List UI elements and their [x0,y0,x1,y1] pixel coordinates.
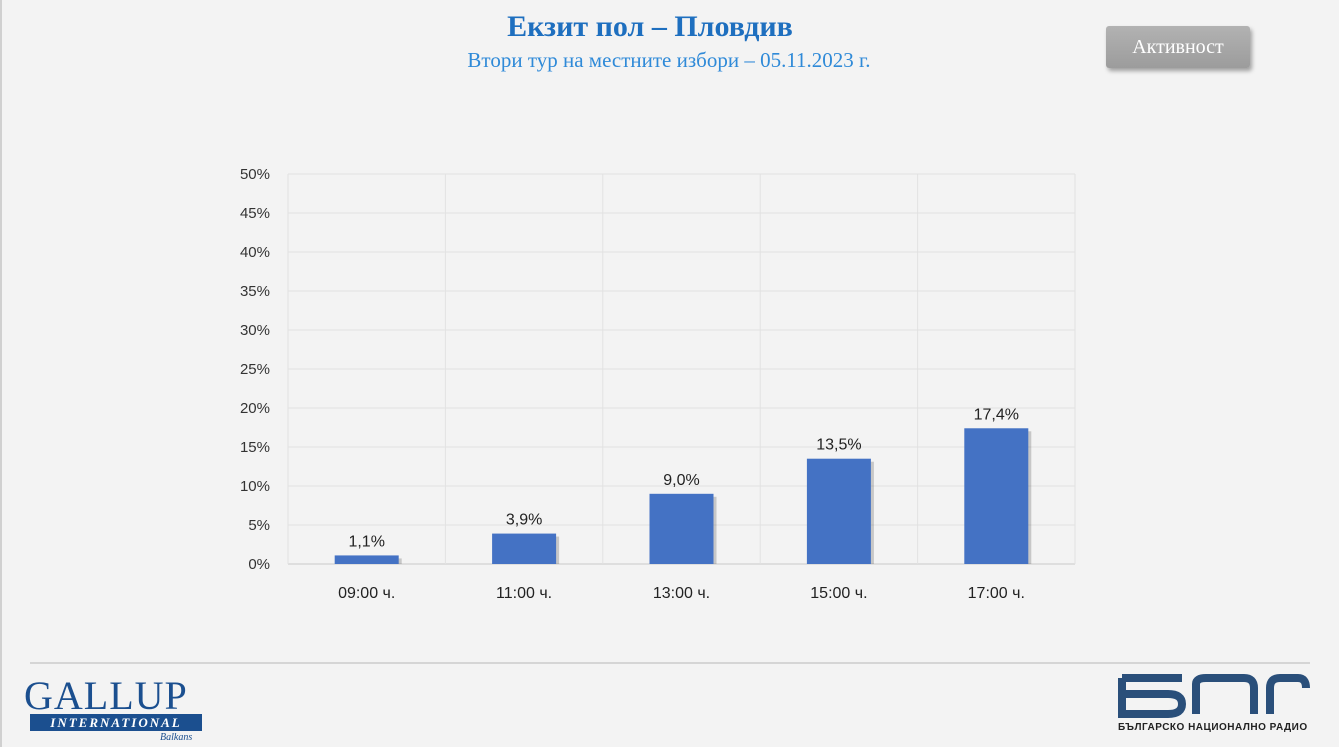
y-tick-label: 10% [240,478,270,495]
gallup-logo-international: INTERNATIONAL [30,714,202,731]
y-tick-label: 35% [240,283,270,300]
x-tick-label: 17:00 ч. [968,585,1025,602]
bar [806,458,871,564]
y-tick-label: 5% [248,517,270,534]
footer-divider [30,662,1310,664]
y-tick-label: 45% [240,205,270,222]
gallup-logo-name: GALLUP [24,673,188,718]
x-tick-label: 09:00 ч. [338,585,395,602]
bar [492,533,557,564]
x-tick-label: 11:00 ч. [496,585,552,602]
y-tick-label: 20% [240,400,270,417]
bar-value-label: 9,0% [663,472,699,489]
x-axis-ticks: 09:00 ч. 11:00 ч. 13:00 ч. 15:00 ч. 17:00 ч. [338,585,1025,602]
activity-button[interactable]: Активност [1106,26,1250,68]
y-tick-label: 0% [248,556,270,573]
bar-value-label: 3,9% [506,512,542,529]
x-tick-label: 13:00 ч. [653,585,710,602]
bar [964,428,1029,564]
bar [649,493,714,564]
bar-value-label: 1,1% [348,533,384,550]
page-title: Екзит пол – Пловдив [507,10,793,43]
x-tick-label: 15:00 ч. [810,585,867,602]
bnr-tagline: БЪЛГАРСКО НАЦИОНАЛНО РАДИО [1118,722,1308,733]
bar-value-label: 13,5% [816,437,861,454]
y-tick-label: 50% [240,166,270,183]
y-axis-ticks: 0% 5% 10% 15% 20% 25% 30% 35% 40% 45% 50% [240,166,270,573]
gallup-logo: GALLUP INTERNATIONAL Balkans [22,673,207,744]
bar-value-label: 17,4% [974,406,1019,423]
y-tick-label: 15% [240,439,270,456]
page-subtitle: Втори тур на местните избори – 05.11.202… [467,48,871,72]
chart-bars [334,428,1032,564]
frame-border [0,0,2,747]
gallup-logo-region: Balkans [160,732,193,743]
data-labels: 1,1% 3,9% 9,0% 13,5% 17,4% [348,406,1019,550]
bnr-logo: БЪЛГАРСКО НАЦИОНАЛНО РАДИО [1112,670,1312,742]
y-tick-label: 25% [240,361,270,378]
bnr-logo-mark [1118,674,1310,718]
bar [334,555,399,564]
y-tick-label: 40% [240,244,270,261]
y-tick-label: 30% [240,322,270,339]
